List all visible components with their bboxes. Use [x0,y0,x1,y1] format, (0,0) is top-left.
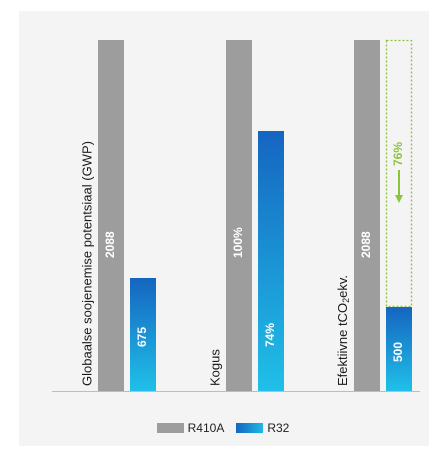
bar-r410a-3 [354,40,380,391]
legend-item-r410a: R410A [156,421,225,435]
reduction-arrow-head [395,195,403,203]
bar-r32-2 [258,131,284,391]
legend: R410A R32 [0,421,446,435]
data-label-r32-3: 500 [391,342,405,362]
data-label-r410a-1: 2088 [103,231,117,258]
data-label-r32-1: 675 [135,327,149,347]
bar-r32-1 [130,278,156,391]
category-label-2: Kogus [207,349,222,386]
legend-label-r32: R32 [267,421,290,435]
category-label-1: Globaalse soojenemise potentsiaal (GWP) [79,141,94,386]
reduction-label: 76% [391,142,405,166]
bar-r410a-1 [98,40,124,391]
category-label-3: Efektiivne tCO2ekv. [335,275,351,386]
legend-swatch-r32 [236,423,264,433]
legend-swatch-r410a [156,423,184,433]
bar-r410a-2 [226,40,252,391]
legend-label-r410a: R410A [187,421,225,435]
data-label-r410a-2: 100% [231,227,245,258]
data-label-r410a-3: 2088 [359,231,373,258]
data-label-r32-2: 74% [263,323,277,347]
legend-item-r32: R32 [236,421,289,435]
bar-r32-3 [386,307,412,391]
reduction-outline [385,39,413,308]
